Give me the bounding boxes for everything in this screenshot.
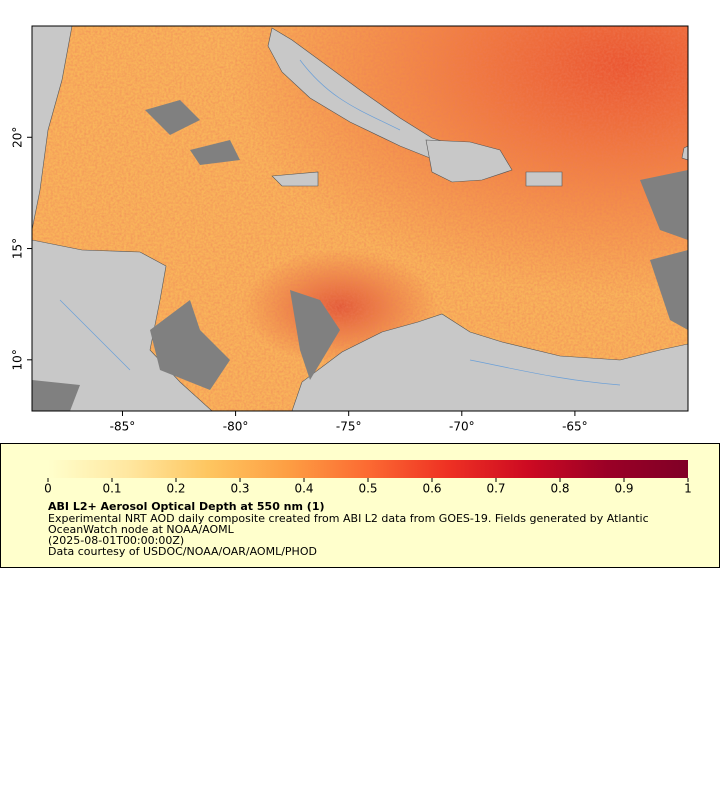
colorbar-tick-label: 0.6	[422, 482, 441, 496]
colorbar-tick-label: 0.7	[486, 482, 505, 496]
colorbar-tick-label: 0.1	[102, 482, 121, 496]
x-tick-label: -65°	[562, 420, 588, 434]
rivers	[59, 59, 621, 386]
y-tick-label: 10°	[11, 349, 25, 370]
colorbar-tick-label: 0.9	[614, 482, 633, 496]
x-tick-label: -70°	[449, 420, 475, 434]
colorbar-tick-label: 0.4	[294, 482, 313, 496]
legend-line: Data courtesy of USDOC/NOAA/OAR/AOML/PHO…	[48, 545, 317, 558]
x-tick-label: -80°	[223, 420, 249, 434]
y-tick-label: 20°	[11, 127, 25, 148]
colorbar-tick-label: 0.2	[166, 482, 185, 496]
no-data	[32, 100, 688, 411]
colorbar-tick-label: 1	[684, 482, 692, 496]
x-tick-label: -75°	[336, 420, 362, 434]
colorbar-tick-label: 0.5	[358, 482, 377, 496]
colorbar-tick-label: 0.8	[550, 482, 569, 496]
legend-title: ABI L2+ Aerosol Optical Depth at 550 nm …	[48, 500, 325, 513]
map-frame	[31, 25, 689, 412]
x-tick-label: -85°	[110, 420, 136, 434]
legend-line: OceanWatch node at NOAA/AOML	[48, 523, 235, 536]
y-tick-label: 15°	[11, 238, 25, 259]
colorbar-tick-label: 0	[44, 482, 52, 496]
map-raster	[32, 26, 688, 411]
colorbar	[48, 460, 688, 478]
legend-line: Experimental NRT AOD daily composite cre…	[48, 512, 649, 525]
legend-line: (2025-08-01T00:00:00Z)	[48, 534, 184, 547]
colorbar-tick-label: 0.3	[230, 482, 249, 496]
